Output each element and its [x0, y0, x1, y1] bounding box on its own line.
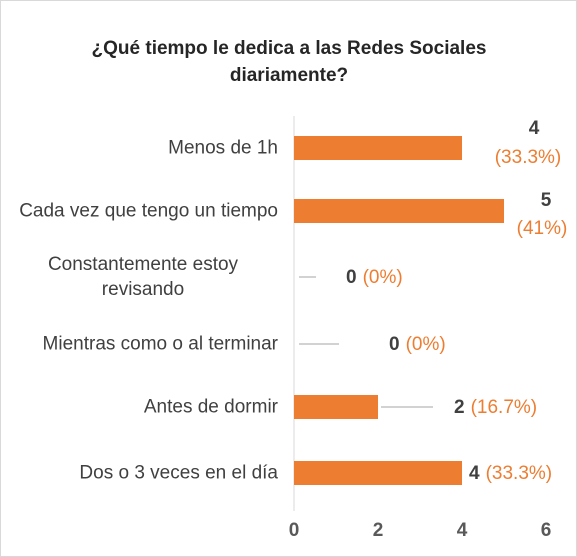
x-tick-label: 6 — [541, 520, 552, 541]
category-label: Dos o 3 veces en el día — [8, 461, 278, 486]
x-tick-label: 4 — [457, 520, 468, 541]
percent-label: (41%) — [517, 218, 568, 239]
percent-label: (33.3%) — [495, 147, 562, 168]
bar — [294, 461, 462, 485]
data-label: 0 (0%) — [389, 334, 446, 355]
chart-title: ¿Qué tiempo le dedica a las Redes Social… — [91, 38, 487, 86]
value-label: 5 — [541, 190, 552, 211]
category-text: Dos o 3 veces en el día — [79, 462, 278, 484]
data-label: 2 (16.7%) — [454, 397, 537, 418]
category-text: Mientras como o al terminar — [42, 333, 278, 355]
category-text: Menos de 1h — [168, 137, 278, 159]
percent-label: (33.3%) — [486, 463, 553, 484]
data-label: 4 (33.3%) — [469, 463, 552, 484]
category-text: Antes de dormir — [143, 396, 278, 418]
data-label: 0 (0%) — [346, 267, 403, 288]
value-label: 4 — [469, 463, 480, 484]
value-label: 0 — [389, 334, 400, 355]
x-tick-label: 0 — [289, 520, 300, 541]
value-label: 2 — [454, 397, 465, 418]
category-label: Menos de 1h — [8, 136, 278, 161]
percent-label: (0%) — [363, 267, 403, 288]
percent-label: (0%) — [406, 334, 446, 355]
category-label: Mientras como o al terminar — [8, 332, 278, 357]
category-label: Constantemente estoy revisando — [8, 252, 278, 302]
value-label: 0 — [346, 267, 357, 288]
category-label: Antes de dormir — [8, 395, 278, 420]
x-tick-label: 2 — [373, 520, 384, 541]
percent-label: (16.7%) — [471, 397, 538, 418]
category-label: Cada vez que tengo un tiempo — [8, 199, 278, 224]
bar — [294, 136, 462, 160]
bar — [294, 199, 504, 223]
category-text: Cada vez que tengo un tiempo — [19, 200, 278, 222]
bar — [294, 395, 378, 419]
value-label: 4 — [529, 118, 540, 139]
category-text: Constantemente estoy revisando — [47, 254, 239, 300]
